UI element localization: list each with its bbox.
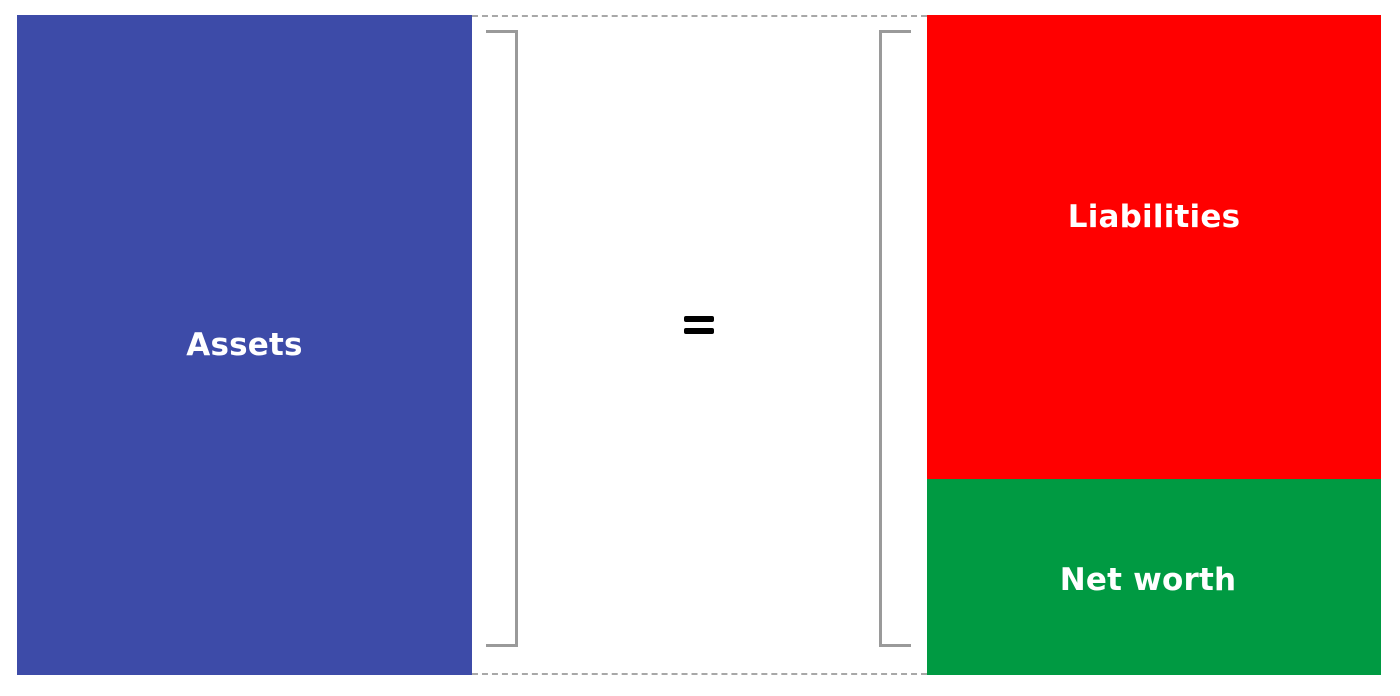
- net-worth-label: Net worth: [1059, 562, 1237, 598]
- equation-frame: [472, 15, 927, 675]
- liabilities-label: Liabilities: [1067, 199, 1241, 235]
- right-bracket: [879, 30, 911, 647]
- equals-bar-top: [684, 316, 714, 322]
- assets-block: Assets: [17, 15, 472, 675]
- equals-bar-bottom: [684, 328, 714, 334]
- net-worth-block: Net worth: [927, 479, 1381, 675]
- assets-label: Assets: [186, 327, 303, 363]
- liabilities-block: Liabilities: [927, 15, 1381, 479]
- equals-sign: [684, 316, 714, 334]
- left-bracket: [486, 30, 518, 647]
